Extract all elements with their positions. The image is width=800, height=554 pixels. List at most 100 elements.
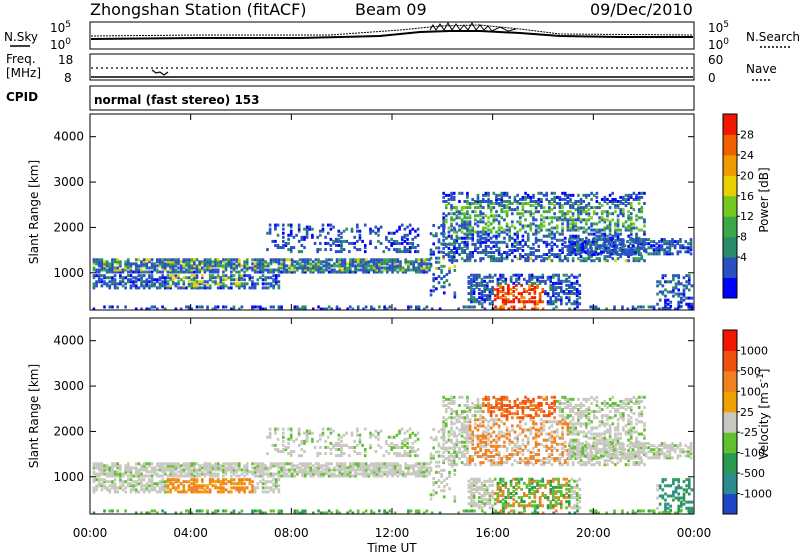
- data-cell: [253, 270, 257, 274]
- data-cell: [369, 445, 372, 449]
- data-cell: [476, 246, 480, 250]
- data-cell: [206, 307, 209, 311]
- data-cell: [440, 268, 443, 272]
- data-cell: [304, 266, 307, 270]
- data-cell: [251, 490, 254, 494]
- data-cell: [301, 258, 304, 262]
- data-cell: [377, 239, 380, 243]
- data-cell: [396, 468, 400, 472]
- data-cell: [211, 262, 215, 266]
- data-cell: [140, 478, 143, 482]
- data-cell: [108, 509, 112, 513]
- data-cell: [193, 276, 196, 280]
- data-cell: [276, 437, 280, 441]
- data-cell: [570, 240, 574, 244]
- data-cell: [668, 240, 672, 244]
- data-cell: [505, 228, 509, 232]
- data-cell: [398, 429, 401, 433]
- data-cell: [248, 276, 252, 280]
- data-cell: [437, 281, 441, 285]
- data-cell: [635, 234, 638, 238]
- data-cell: [650, 240, 653, 244]
- data-cell: [463, 446, 467, 450]
- data-cell: [269, 488, 273, 492]
- data-cell: [485, 275, 489, 279]
- data-cell: [526, 195, 530, 199]
- data-cell: [296, 260, 299, 264]
- data-cell: [332, 225, 335, 229]
- data-cell: [195, 268, 199, 272]
- data-cell: [627, 228, 630, 232]
- data-cell: [627, 202, 630, 206]
- data-cell: [245, 268, 249, 272]
- data-cell: [161, 464, 164, 468]
- data-cell: [116, 509, 120, 513]
- data-cell: [658, 246, 661, 250]
- data-cell: [108, 484, 112, 488]
- data-cell: [230, 258, 233, 262]
- data-cell: [108, 276, 112, 280]
- data-cell: [253, 470, 257, 474]
- data-cell: [324, 235, 327, 239]
- data-cell: [190, 462, 194, 466]
- data-cell: [364, 260, 368, 264]
- data-cell: [489, 202, 493, 206]
- data-cell: [269, 474, 273, 478]
- data-cell: [174, 488, 178, 492]
- data-cell: [416, 227, 420, 231]
- data-cell: [458, 244, 461, 248]
- data-cell: [126, 280, 130, 284]
- data-cell: [631, 511, 635, 515]
- data-cell: [193, 260, 196, 264]
- data-cell: [403, 235, 407, 239]
- data-cell: [108, 284, 112, 288]
- data-cell: [565, 296, 568, 300]
- data-cell: [156, 468, 159, 472]
- data-cell: [644, 248, 648, 252]
- data-cell: [251, 511, 254, 515]
- data-cell: [624, 199, 628, 203]
- freq-tick-high: 18: [58, 53, 73, 67]
- data-cell: [269, 260, 273, 264]
- data-cell: [622, 214, 625, 218]
- data-cell: [550, 202, 554, 206]
- data-cell: [340, 248, 343, 252]
- data-cell: [518, 202, 522, 206]
- data-cell: [268, 229, 272, 233]
- data-cell: [489, 461, 493, 465]
- data-cell: [495, 461, 498, 465]
- data-cell: [251, 486, 254, 490]
- data-cell: [237, 260, 241, 264]
- data-cell: [224, 509, 228, 513]
- data-cell: [253, 262, 257, 266]
- data-cell: [639, 305, 643, 309]
- data-cell: [206, 511, 209, 515]
- data-cell: [576, 246, 579, 250]
- data-cell: [214, 264, 217, 268]
- data-cell: [364, 509, 368, 513]
- data-cell: [129, 472, 133, 476]
- data-cell: [495, 236, 498, 240]
- data-cell: [298, 470, 302, 474]
- data-cell: [487, 442, 490, 446]
- data-cell: [297, 223, 301, 227]
- data-cell: [505, 206, 509, 210]
- data-cell: [404, 474, 408, 478]
- data-cell: [92, 286, 96, 290]
- data-cell: [463, 426, 467, 430]
- data-cell: [407, 509, 410, 513]
- data-cell: [300, 250, 304, 254]
- data-cell: [471, 446, 475, 450]
- data-cell: [372, 258, 376, 262]
- data-cell: [95, 280, 98, 284]
- data-cell: [158, 270, 162, 274]
- data-cell: [671, 238, 674, 242]
- data-cell: [576, 240, 579, 244]
- data-cell: [305, 227, 309, 231]
- data-cell: [585, 228, 588, 232]
- data-cell: [499, 273, 502, 277]
- data-cell: [479, 218, 482, 222]
- data-cell: [442, 224, 446, 228]
- data-cell: [676, 511, 680, 515]
- data-cell: [358, 441, 362, 445]
